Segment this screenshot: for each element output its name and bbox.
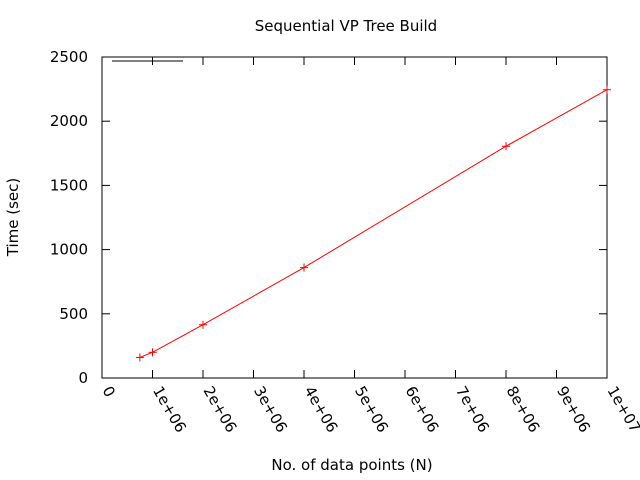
series-line bbox=[139, 89, 608, 358]
series-layer bbox=[135, 85, 611, 362]
x-tick-label: 3e+06 bbox=[250, 383, 291, 436]
y-tick-label: 0 bbox=[78, 369, 88, 387]
data-point-marker bbox=[135, 353, 144, 362]
data-point-marker bbox=[300, 263, 308, 272]
x-tick-label: 2e+06 bbox=[200, 383, 241, 436]
x-tick-label: 0 bbox=[99, 383, 119, 400]
x-tick-label: 4e+06 bbox=[301, 383, 342, 436]
chart-title: Sequential VP Tree Build bbox=[255, 17, 437, 35]
x-tick-label: 8e+06 bbox=[503, 383, 544, 436]
data-point-marker bbox=[502, 142, 510, 151]
y-tick-label: 2500 bbox=[50, 48, 88, 66]
data-point-marker bbox=[603, 85, 611, 94]
data-point-marker bbox=[148, 348, 157, 357]
y-tick-label: 1000 bbox=[50, 241, 88, 259]
x-tick-label: 7e+06 bbox=[452, 383, 493, 436]
x-axis-label: No. of data points (N) bbox=[271, 456, 432, 474]
y-tick-label: 500 bbox=[59, 305, 88, 323]
data-point-marker bbox=[199, 320, 207, 329]
y-tick-label: 1500 bbox=[50, 176, 88, 194]
y-tick-label: 2000 bbox=[50, 112, 88, 130]
x-tick-label: 1e+07 bbox=[604, 383, 640, 436]
y-axis: 0 500 1000 1500 2000 2500 bbox=[50, 48, 607, 387]
x-tick-label: 6e+06 bbox=[402, 383, 443, 436]
plot-frame bbox=[101, 56, 608, 379]
y-axis-label: Time (sec) bbox=[4, 178, 22, 257]
x-axis: 0 1e+06 2e+06 3e+06 4e+06 5e+06 6e+06 7e+06 8e+0… bbox=[99, 57, 640, 436]
x-tick-label: 1e+06 bbox=[149, 383, 190, 436]
x-tick-label: 5e+06 bbox=[351, 383, 392, 436]
x-tick-label: 9e+06 bbox=[553, 383, 594, 436]
